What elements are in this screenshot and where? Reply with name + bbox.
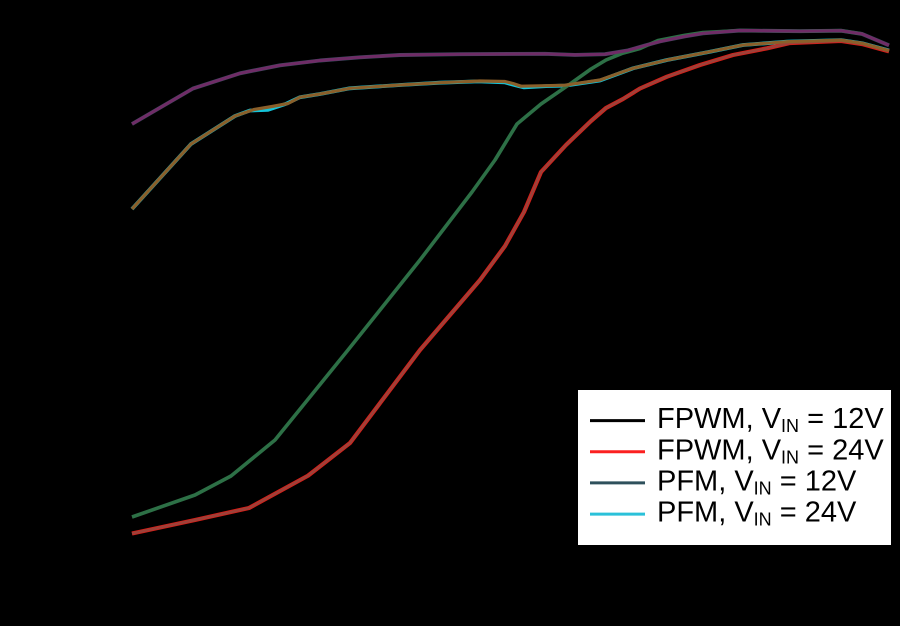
svg-text:FPWM, VIN = 24V: FPWM, VIN = 24V xyxy=(657,434,884,467)
svg-text:FPWM, VIN = 12V: FPWM, VIN = 12V xyxy=(657,403,884,436)
